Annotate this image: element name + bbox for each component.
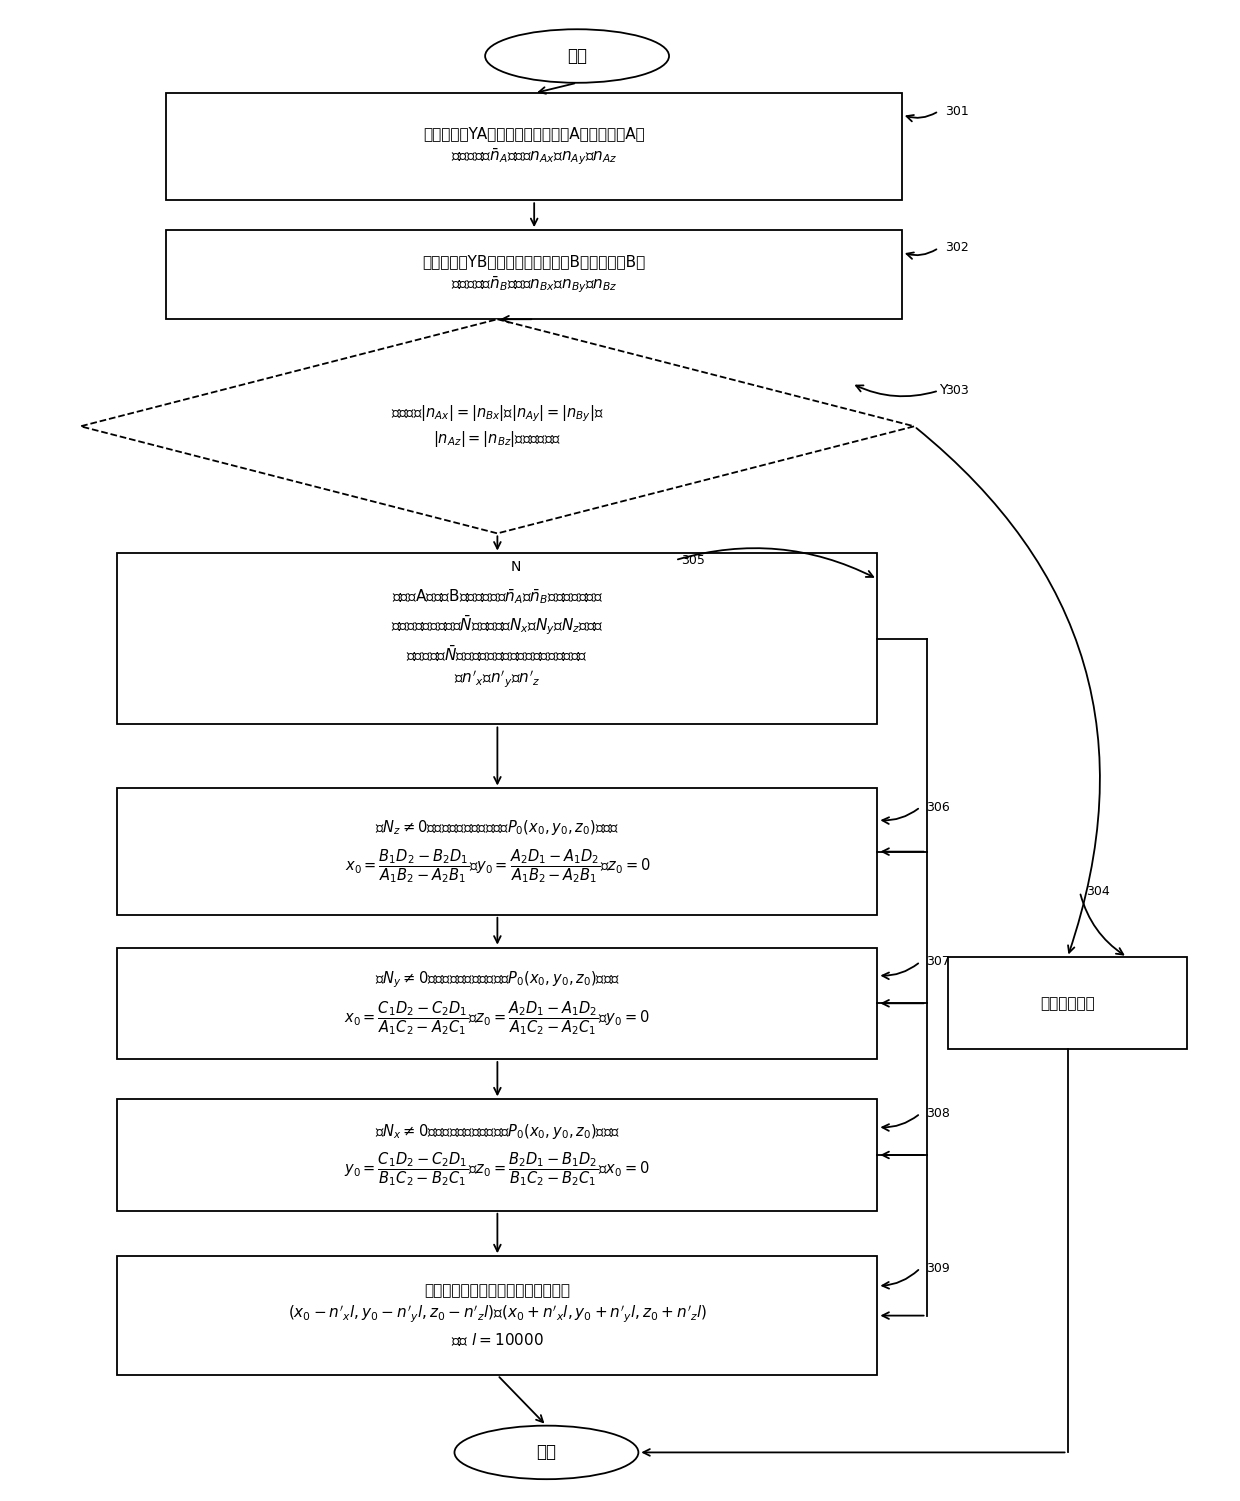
Text: 若$N_x\neq 0$，求出交线上的一点记为$P_0(x_0,y_0,z_0)$，这里
$y_0=\dfrac{C_1D_2-C_2D_1}{B_1C_2-B: 若$N_x\neq 0$，求出交线上的一点记为$P_0(x_0,y_0,z_0)… bbox=[345, 1121, 650, 1189]
Text: 将平面方程YB表示的平面记为平面B，求出平面B的
单位法向量$\bar{n}_B$的分量$n_{Bx}$，$n_{By}$，$n_{Bz}$: 将平面方程YB表示的平面记为平面B，求出平面B的 单位法向量$\bar{n}_B… bbox=[423, 254, 646, 296]
Text: 开始: 开始 bbox=[567, 47, 587, 65]
FancyBboxPatch shape bbox=[118, 554, 878, 725]
FancyBboxPatch shape bbox=[949, 958, 1187, 1049]
Text: N: N bbox=[511, 560, 521, 575]
Text: 304: 304 bbox=[1086, 886, 1110, 898]
Text: 若$N_y\neq 0$，求出交线上的一点记为$P_0(x_0,y_0,z_0)$，这里
$x_0=\dfrac{C_1D_2-C_2D_1}{A_1C_2-A: 若$N_y\neq 0$，求出交线上的一点记为$P_0(x_0,y_0,z_0)… bbox=[345, 970, 650, 1037]
Text: 两平面无交线: 两平面无交线 bbox=[1040, 995, 1095, 1010]
Ellipse shape bbox=[455, 1426, 639, 1478]
FancyBboxPatch shape bbox=[166, 93, 901, 200]
Text: 305: 305 bbox=[681, 554, 706, 567]
FancyBboxPatch shape bbox=[118, 1099, 878, 1211]
Text: Y: Y bbox=[939, 383, 947, 396]
FancyBboxPatch shape bbox=[118, 788, 878, 914]
FancyBboxPatch shape bbox=[118, 1256, 878, 1375]
Text: 将平面方程YA表示的平面记为平面A，求出平面A的
单位法向量$\bar{n}_A$的分量$n_{Ax}$，$n_{Ay}$，$n_{Az}$: 将平面方程YA表示的平面记为平面A，求出平面A的 单位法向量$\bar{n}_A… bbox=[423, 126, 645, 168]
Text: 302: 302 bbox=[945, 242, 968, 254]
Text: 306: 306 bbox=[926, 800, 950, 814]
Text: 308: 308 bbox=[926, 1106, 950, 1120]
Ellipse shape bbox=[485, 29, 670, 83]
FancyBboxPatch shape bbox=[166, 230, 901, 320]
Text: 两平面理论交线段的两个端点分别为
$(x_0-n'_x l, y_0-n'_y l, z_0-n'_z l)$、$(x_0+n'_x l, y_0+n'_y l: 两平面理论交线段的两个端点分别为 $(x_0-n'_x l, y_0-n'_y … bbox=[288, 1283, 707, 1348]
Text: 判断等式$|n_{Ax}|=|n_{Bx}|$，$|n_{Ay}|=|n_{By}|$，
$|n_{Az}|=|n_{Bz}|$是否同时成立: 判断等式$|n_{Ax}|=|n_{Bx}|$，$|n_{Ay}|=|n_{By… bbox=[391, 404, 604, 449]
FancyBboxPatch shape bbox=[118, 947, 878, 1060]
Text: 307: 307 bbox=[926, 955, 950, 968]
Text: 303: 303 bbox=[945, 384, 968, 398]
Text: 309: 309 bbox=[926, 1261, 950, 1274]
Polygon shape bbox=[81, 320, 914, 533]
Text: 若$N_z\neq 0$，求出交线上的一点记为$P_0(x_0,y_0,z_0)$，这里
$x_0=\dfrac{B_1D_2-B_2D_1}{A_1B_2-A: 若$N_z\neq 0$，求出交线上的一点记为$P_0(x_0,y_0,z_0)… bbox=[345, 818, 650, 884]
Text: 结束: 结束 bbox=[537, 1444, 557, 1462]
Text: 对平面A和平面B的单位法向量$\bar{n}_A$和$\bar{n}_B$作矢量积运算，
得到交线的方向向量$\bar{N}$的三个分量$N_x$，$N_y$，: 对平面A和平面B的单位法向量$\bar{n}_A$和$\bar{n}_B$作矢量… bbox=[391, 587, 604, 690]
Text: 301: 301 bbox=[945, 105, 968, 117]
